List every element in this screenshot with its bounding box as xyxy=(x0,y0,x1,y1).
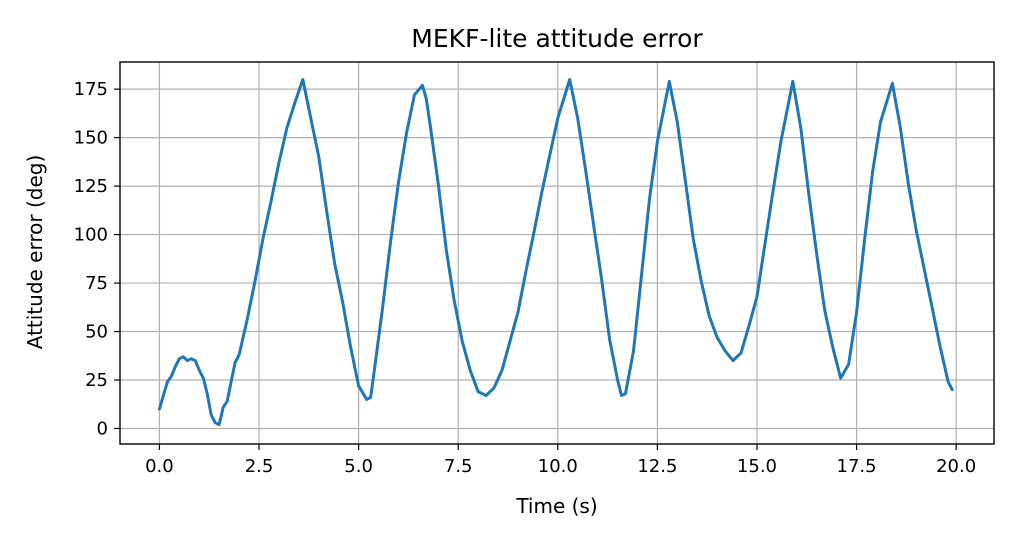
x-axis: 0.0 2.5 5.0 7.5 10.0 12.5 15.0 17.5 20.0 xyxy=(145,444,976,477)
x-tick-label: 5.0 xyxy=(344,456,373,477)
y-axis: 0 25 50 75 100 125 150 175 xyxy=(74,79,120,439)
y-tick-label: 0 xyxy=(97,418,108,439)
y-tick-label: 150 xyxy=(74,128,108,149)
y-axis-label: Attitude error (deg) xyxy=(23,155,47,350)
plot-frame xyxy=(119,61,995,445)
y-tick-label: 100 xyxy=(74,225,108,246)
x-tick-label: 10.0 xyxy=(538,456,578,477)
series-line xyxy=(157,78,954,427)
x-tick-label: 12.5 xyxy=(637,456,677,477)
grid xyxy=(120,62,994,444)
x-tick-label: 7.5 xyxy=(444,456,473,477)
y-tick-label: 50 xyxy=(85,322,108,343)
x-tick-label: 15.0 xyxy=(737,456,777,477)
x-axis-label: Time (s) xyxy=(515,494,597,518)
y-tick-label: 25 xyxy=(85,370,108,391)
y-tick-label: 175 xyxy=(74,79,108,100)
x-tick-label: 0.0 xyxy=(145,456,174,477)
x-tick-label: 20.0 xyxy=(936,456,976,477)
x-tick-label: 2.5 xyxy=(245,456,274,477)
y-tick-label: 125 xyxy=(74,176,108,197)
chart-title: MEKF-lite attitude error xyxy=(411,24,703,53)
y-tick-label: 75 xyxy=(85,273,108,294)
x-tick-label: 17.5 xyxy=(837,456,877,477)
